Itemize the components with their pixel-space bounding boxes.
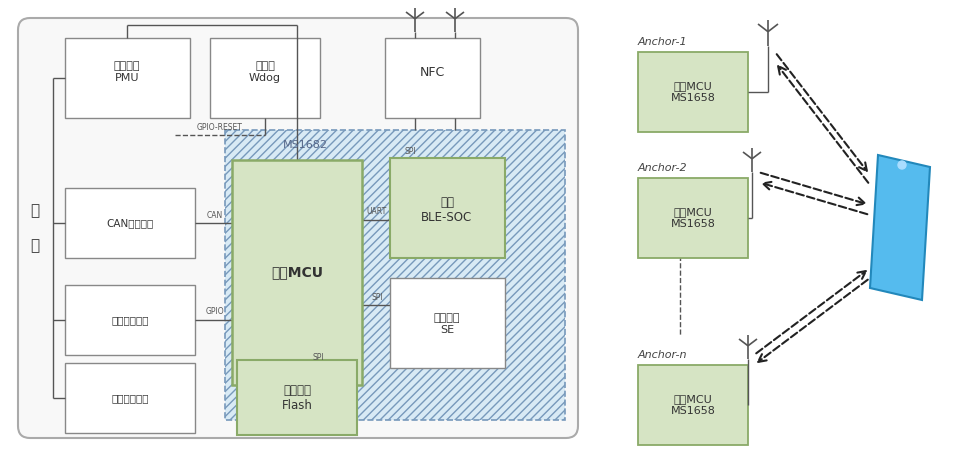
Bar [65, 285, 195, 355]
Text: NFC: NFC [419, 65, 445, 79]
Bar [385, 38, 480, 118]
Bar [210, 38, 320, 118]
Bar [638, 178, 748, 258]
Bar [65, 188, 195, 258]
Polygon shape [870, 155, 930, 300]
Text: Anchor-2: Anchor-2 [638, 163, 688, 173]
Text: UART: UART [367, 207, 387, 217]
Bar [390, 278, 505, 368]
Text: SPI: SPI [371, 292, 383, 302]
Text: GPIO: GPIO [206, 308, 225, 317]
Bar [225, 130, 565, 420]
Text: 存储芯片
Flash: 存储芯片 Flash [281, 384, 313, 412]
Bar [638, 365, 748, 445]
Text: 端

子: 端 子 [30, 203, 39, 253]
Text: SPI: SPI [404, 148, 416, 156]
Text: CAN: CAN [207, 211, 223, 219]
FancyBboxPatch shape [18, 18, 578, 438]
Text: MS1682: MS1682 [282, 140, 327, 150]
Text: 蓝牙MCU
MS1658: 蓝牙MCU MS1658 [670, 81, 715, 103]
Text: Anchor-n: Anchor-n [638, 350, 688, 360]
Circle shape [898, 161, 906, 169]
Text: 主控MCU: 主控MCU [271, 265, 323, 279]
Bar [65, 38, 190, 118]
Text: CAN总线驱动: CAN总线驱动 [106, 218, 153, 228]
Bar [237, 360, 357, 435]
Text: 看门狗
Wdog: 看门狗 Wdog [249, 61, 281, 83]
Text: 天线管理模块: 天线管理模块 [111, 393, 149, 403]
Text: 蓝牙MCU
MS1658: 蓝牙MCU MS1658 [670, 207, 715, 229]
Bar [390, 158, 505, 258]
Text: SPI: SPI [313, 354, 323, 362]
Text: 蓝牙MCU
MS1658: 蓝牙MCU MS1658 [670, 394, 715, 416]
Text: GPIO-RESET.: GPIO-RESET. [196, 123, 243, 133]
Text: 供电检测模块: 供电检测模块 [111, 315, 149, 325]
Text: 安全加密
SE: 安全加密 SE [434, 313, 460, 335]
Bar [638, 52, 748, 132]
Bar [232, 160, 362, 385]
Text: 电源管理
PMU: 电源管理 PMU [113, 61, 141, 83]
Text: Anchor-1: Anchor-1 [638, 37, 688, 47]
Text: 蓝牙
BLE-SOC: 蓝牙 BLE-SOC [421, 196, 473, 224]
Bar [65, 363, 195, 433]
